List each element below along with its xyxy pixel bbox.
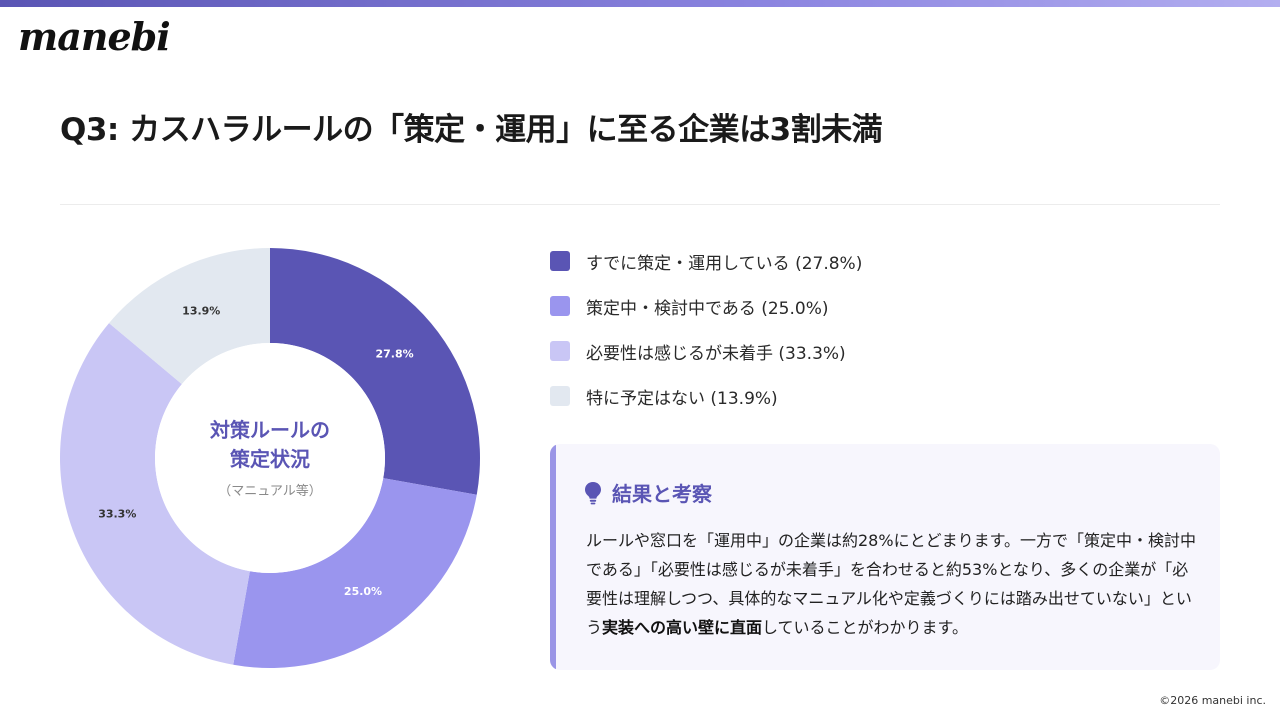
donut-hole	[155, 343, 385, 573]
legend-item-no-plan: 特に予定はない (13.9%)	[550, 382, 862, 410]
donut-data-label: 13.9%	[182, 305, 220, 318]
chart-legend: すでに策定・運用している (27.8%) 策定中・検討中である (25.0%) …	[550, 247, 862, 427]
legend-label: すでに策定・運用している (27.8%)	[586, 253, 863, 274]
legend-swatch	[550, 296, 570, 316]
legend-item-not-started: 必要性は感じるが未着手 (33.3%)	[550, 337, 862, 365]
divider	[60, 204, 1220, 205]
donut-center-title-line2: 策定状況	[230, 447, 310, 471]
insight-card-accent-border	[550, 444, 556, 670]
donut-data-label: 27.8%	[375, 348, 413, 361]
legend-swatch	[550, 251, 570, 271]
insight-card: 結果と考察 ルールや窓口を「運用中」の企業は約28%にとどまります。一方で「策定…	[550, 444, 1220, 670]
legend-item-developing: 策定中・検討中である (25.0%)	[550, 292, 862, 320]
legend-label: 特に予定はない (13.9%)	[586, 388, 778, 409]
insight-title: 結果と考察	[612, 482, 712, 506]
insight-body: ルールや窓口を「運用中」の企業は約28%にとどまります。一方で「策定中・検討中で…	[586, 526, 1204, 642]
insight-heading: 結果と考察	[584, 478, 712, 507]
top-accent-bar	[0, 0, 1280, 7]
legend-label: 必要性は感じるが未着手 (33.3%)	[586, 343, 846, 364]
page-title: Q3: カスハラルールの「策定・運用」に至る企業は3割未満	[60, 112, 883, 148]
donut-chart-svg: 27.8% 25.0% 33.3% 13.9%	[60, 248, 480, 668]
donut-slice-operating	[270, 248, 480, 495]
insight-body-emphasis: 実装への高い壁に直面	[602, 618, 763, 637]
lightbulb-icon	[585, 481, 601, 504]
donut-slice-no-plan	[109, 248, 270, 385]
donut-slice-developing	[233, 478, 477, 668]
donut-chart: 27.8% 25.0% 33.3% 13.9% 対策ルールの 策定状況 （マニュアル等…	[50, 238, 490, 678]
donut-data-label: 25.0%	[344, 585, 382, 598]
donut-center-title: 対策ルールの 策定状況	[170, 416, 370, 474]
copyright-text: ©2026 manebi inc.	[1159, 694, 1266, 707]
legend-swatch	[550, 386, 570, 406]
donut-center-subtitle: （マニュアル等）	[218, 484, 322, 499]
donut-data-label: 33.3%	[98, 508, 136, 521]
donut-center-title-line1: 対策ルールの	[210, 418, 330, 442]
manebi-logo: manebi	[18, 14, 171, 59]
legend-item-operating: すでに策定・運用している (27.8%)	[550, 247, 862, 275]
insight-body-text: ルールや窓口を「運用中」の企業は約28%にとどまります。一方で「策定中・検討中で…	[586, 531, 1196, 637]
legend-swatch	[550, 341, 570, 361]
donut-center-label: 対策ルールの 策定状況 （マニュアル等）	[170, 416, 370, 499]
insight-body-text-end: していることがわかります。	[762, 618, 968, 637]
donut-slice-not-started	[60, 323, 250, 665]
legend-label: 策定中・検討中である (25.0%)	[586, 298, 829, 319]
